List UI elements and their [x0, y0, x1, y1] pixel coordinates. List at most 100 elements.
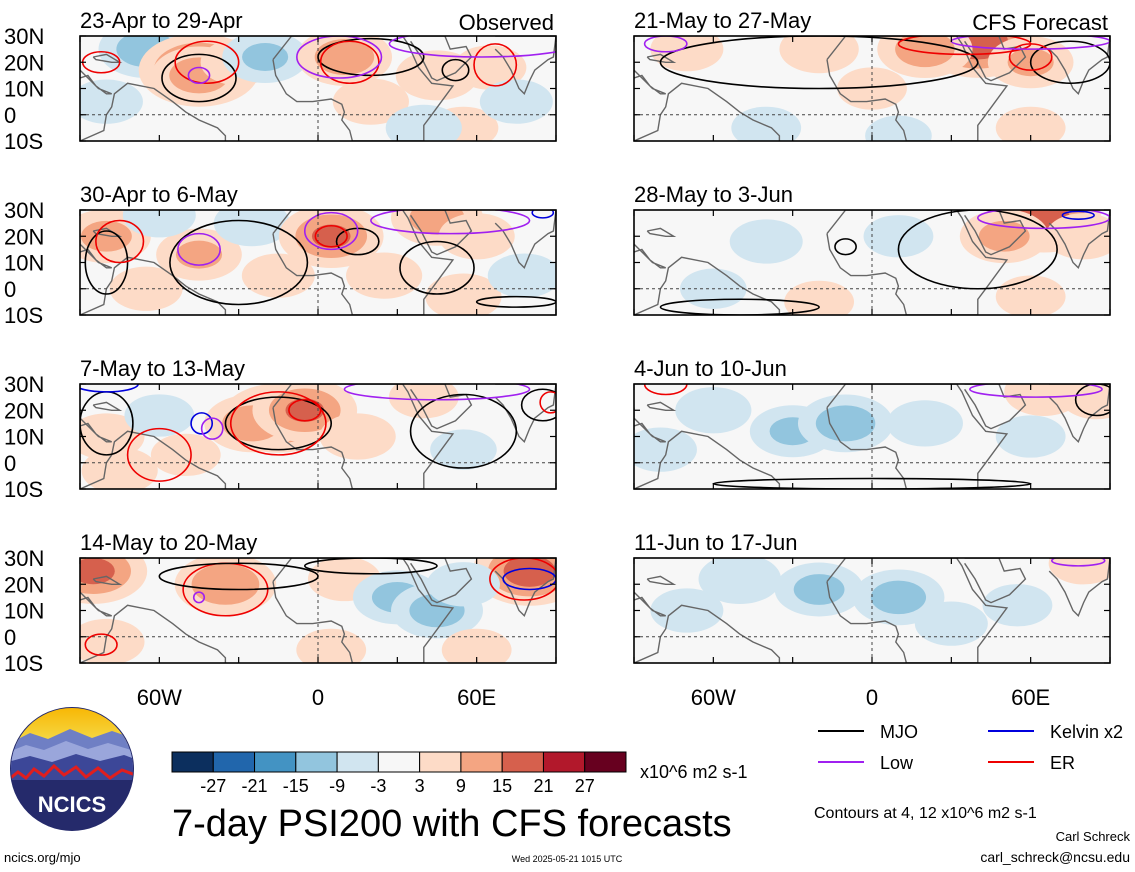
anomaly-shading	[311, 224, 351, 248]
anomaly-shading	[863, 215, 934, 258]
colorbar-tick-label: -15	[283, 776, 309, 796]
colorbar-bin	[254, 751, 297, 773]
anomaly-shading	[487, 253, 556, 298]
central-america-outline	[80, 581, 112, 617]
anomaly-shading	[729, 219, 803, 264]
anomaly-shading	[479, 79, 553, 124]
iberia-outline	[845, 558, 847, 559]
anomaly-shading	[175, 240, 223, 269]
anomaly-shading	[319, 413, 396, 460]
contour-low	[187, 66, 211, 85]
anomaly-shading	[430, 429, 497, 470]
arabia-outline	[964, 558, 1027, 604]
anomaly-shading	[978, 220, 1030, 252]
anomaly-shading	[995, 106, 1066, 141]
colorbar-bin	[542, 751, 586, 773]
iberia-outline	[291, 210, 293, 211]
legend-label: ER	[1050, 753, 1075, 773]
lat-tick-label: 30N	[4, 198, 44, 223]
panel-11-jun-to-17-jun: 11-Jun to 17-Jun	[633, 530, 1111, 664]
contour-er	[1008, 43, 1053, 71]
lat-tick-label: 30N	[4, 24, 44, 49]
lon-tick-label: 0	[312, 685, 324, 710]
anomaly-shading	[837, 67, 907, 110]
anomaly-shading	[124, 394, 195, 437]
site-link[interactable]: ncics.org/mjo	[4, 850, 81, 865]
central-america-outline	[634, 233, 666, 269]
panel-period-label: 21-May to 27-May	[634, 8, 811, 33]
cuba-outline	[92, 227, 123, 237]
india-outline	[494, 558, 556, 618]
arabia-outline	[410, 210, 473, 256]
contour-low	[177, 232, 221, 266]
anomaly-shading	[150, 433, 221, 477]
contour-low	[1051, 558, 1106, 567]
author-email[interactable]: carl_schreck@ncsu.edu	[980, 849, 1130, 865]
india-outline	[1048, 384, 1110, 444]
anomaly-shading	[675, 387, 752, 434]
colorbar-tick-label: 27	[575, 776, 595, 796]
arabia-outline	[410, 36, 473, 82]
contour-mjo	[399, 240, 475, 295]
cuba-outline	[646, 575, 677, 585]
legend-label: Low	[880, 753, 914, 773]
panel-21-may-to-27-may: 21-May to 27-May CFS Forecast	[633, 8, 1111, 142]
panel-period-label: 11-Jun to 17-Jun	[634, 530, 797, 555]
lon-tick-label: 60W	[137, 685, 182, 710]
lat-tick-label: 10N	[4, 77, 44, 102]
contour-low	[200, 417, 224, 440]
colorbar-bin	[501, 751, 544, 773]
contour-mjo	[834, 238, 857, 256]
lat-tick-label: 10N	[4, 251, 44, 276]
anomaly-shading	[241, 253, 315, 298]
panel-period-label: 30-Apr to 6-May	[80, 182, 238, 207]
colorbar-bin	[460, 751, 503, 773]
iberia-outline	[845, 36, 847, 37]
lat-tick-label: 10N	[4, 599, 44, 624]
contour-kelvin-x2	[80, 384, 139, 393]
anomaly-shading	[213, 210, 290, 247]
contour-mjo	[169, 219, 309, 306]
central-america-outline	[634, 407, 666, 443]
anomaly-shading	[784, 280, 855, 315]
contour-legend: MJO Kelvin x2 Low ER	[818, 722, 1123, 773]
anomaly-shading	[388, 384, 459, 419]
timestamp: Wed 2025-05-21 1015 UTC	[512, 854, 623, 864]
lat-tick-label: 10N	[4, 425, 44, 450]
india-outline	[494, 210, 556, 270]
panel-period-label: 4-Jun to 10-Jun	[634, 356, 787, 381]
india-outline	[494, 384, 556, 444]
cuba-outline	[92, 401, 123, 411]
lat-tick-label: 30N	[4, 372, 44, 397]
iberia-outline	[845, 210, 847, 211]
lat-tick-label: 0	[4, 277, 16, 302]
contour-mjo	[1074, 384, 1110, 417]
contour-low	[296, 36, 383, 79]
contour-er	[174, 40, 240, 85]
colorbar: -27 -21 -15 -9 -3 3 9 15 21 27	[171, 751, 627, 796]
anomaly-shading	[191, 563, 260, 605]
africa-outline	[272, 558, 455, 663]
contour-mjo	[317, 37, 425, 77]
africa-outline	[272, 36, 455, 141]
anomaly-shading	[815, 405, 876, 442]
contour-low	[976, 210, 1110, 230]
anomaly-shading	[438, 213, 515, 260]
anomaly-shading	[332, 78, 409, 125]
colorbar-bin	[584, 751, 627, 773]
colorbar-bin	[295, 751, 338, 773]
contour-mjo	[409, 393, 518, 469]
contour-er	[473, 43, 518, 87]
contour-kelvin-x2	[531, 210, 555, 219]
contour-mjo	[441, 58, 470, 82]
anomaly-shading	[80, 79, 143, 124]
contour-er	[489, 558, 556, 601]
cuba-outline	[646, 227, 677, 237]
anomaly-shading	[870, 580, 927, 615]
anomaly-shading	[122, 210, 196, 238]
contour-mjo	[897, 210, 1058, 290]
india-outline	[494, 36, 556, 96]
